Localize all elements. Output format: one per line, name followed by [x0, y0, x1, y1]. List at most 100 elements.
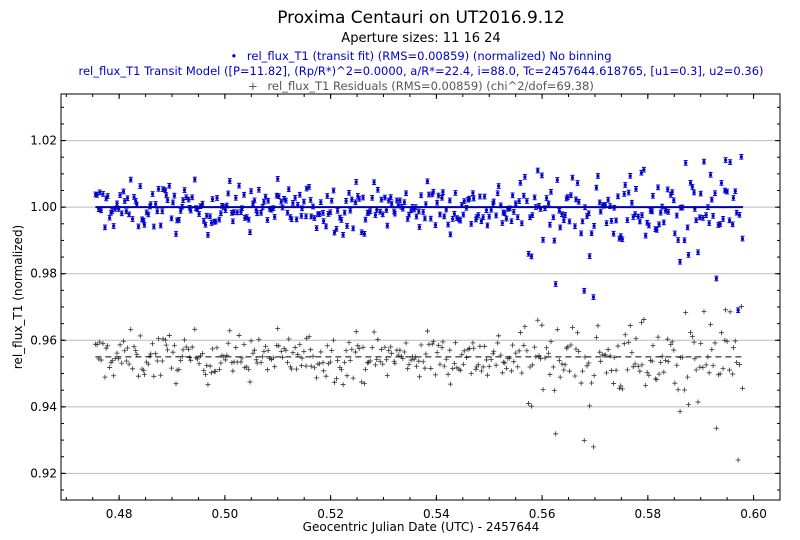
residual-marker — [548, 339, 554, 345]
flux-point — [416, 208, 421, 215]
residual-marker — [637, 368, 643, 374]
residual-marker — [551, 387, 557, 393]
residual-marker — [405, 366, 411, 372]
flux-point — [579, 230, 584, 237]
residual-marker — [201, 368, 207, 374]
flux-marker — [381, 212, 385, 216]
flux-point — [440, 194, 445, 201]
flux-marker — [210, 197, 215, 201]
residual-marker — [730, 345, 736, 351]
flux-marker — [541, 238, 545, 242]
residual-marker — [643, 382, 649, 388]
flux-point — [628, 172, 633, 179]
flux-marker — [291, 201, 295, 205]
flux-marker — [594, 186, 598, 190]
residual-marker — [331, 337, 337, 343]
flux-point — [731, 195, 736, 201]
residual-marker — [209, 370, 215, 376]
flux-marker — [523, 175, 527, 179]
residual-marker — [123, 358, 129, 364]
flux-marker — [721, 217, 725, 221]
residual-marker — [710, 363, 716, 369]
residual-marker — [163, 342, 169, 348]
residual-marker — [665, 359, 671, 365]
residual-marker — [556, 357, 562, 363]
flux-point — [555, 177, 560, 183]
residual-marker — [347, 357, 353, 363]
flux-point — [686, 252, 691, 258]
flux-point — [563, 212, 568, 218]
residual-marker — [131, 344, 137, 350]
flux-marker — [209, 221, 214, 225]
flux-marker — [704, 213, 708, 217]
residual-marker — [502, 360, 508, 366]
residual-marker — [452, 340, 458, 346]
residual-marker — [386, 347, 392, 353]
flux-point — [718, 221, 723, 227]
residual-marker — [318, 349, 324, 355]
flux-point — [309, 213, 314, 220]
flux-marker — [570, 176, 575, 180]
flux-point — [170, 199, 175, 206]
residual-marker — [160, 336, 166, 342]
flux-point — [740, 235, 745, 242]
flux-marker — [737, 213, 742, 217]
flux-marker — [187, 197, 191, 202]
flux-point — [453, 190, 458, 196]
flux-marker — [419, 193, 423, 197]
flux-point — [289, 216, 294, 223]
flux-point — [97, 189, 102, 196]
flux-marker — [150, 192, 155, 196]
flux-marker — [206, 233, 210, 237]
flux-point — [517, 198, 522, 204]
flux-point — [447, 197, 452, 204]
flux-point — [419, 192, 424, 199]
flux-marker — [682, 238, 687, 242]
flux-point — [643, 232, 648, 239]
flux-point — [174, 231, 179, 237]
x-tick-label: 0.54 — [423, 507, 450, 521]
flux-point — [690, 184, 695, 190]
flux-marker — [135, 202, 139, 207]
residual-marker — [365, 360, 371, 366]
residual-marker — [461, 348, 467, 354]
flux-point — [188, 207, 193, 214]
flux-point — [192, 176, 197, 183]
flux-point — [709, 196, 714, 203]
residual-marker — [371, 329, 377, 335]
residual-marker — [183, 344, 189, 350]
flux-point — [317, 211, 322, 217]
flux-point — [629, 199, 634, 206]
flux-marker — [228, 179, 232, 183]
residual-marker — [429, 341, 435, 347]
x-tick-label: 0.50 — [212, 507, 239, 521]
flux-point — [633, 186, 638, 192]
residual-marker — [270, 355, 276, 361]
flux-point — [146, 211, 151, 218]
residual-marker — [447, 347, 453, 353]
residual-marker — [135, 373, 141, 379]
flux-marker — [302, 200, 306, 204]
residual-marker — [244, 364, 250, 370]
flux-point — [111, 223, 116, 229]
flux-point — [561, 217, 566, 224]
residual-marker — [406, 361, 412, 367]
residual-marker — [238, 359, 244, 365]
flux-marker — [701, 216, 705, 220]
flux-point — [344, 198, 349, 204]
flux-point — [423, 201, 428, 208]
flux-point — [530, 212, 535, 219]
flux-marker — [640, 213, 644, 217]
flux-marker — [248, 230, 252, 234]
residual-marker — [734, 359, 740, 365]
residual-marker — [553, 431, 559, 437]
flux-marker — [167, 184, 171, 188]
flux-marker — [631, 215, 635, 219]
residual-marker — [254, 360, 260, 366]
flux-marker — [684, 161, 688, 165]
residual-marker — [327, 359, 333, 365]
flux-point — [595, 173, 600, 179]
residual-marker — [550, 364, 556, 370]
residual-marker — [256, 337, 262, 343]
flux-marker — [675, 213, 679, 218]
